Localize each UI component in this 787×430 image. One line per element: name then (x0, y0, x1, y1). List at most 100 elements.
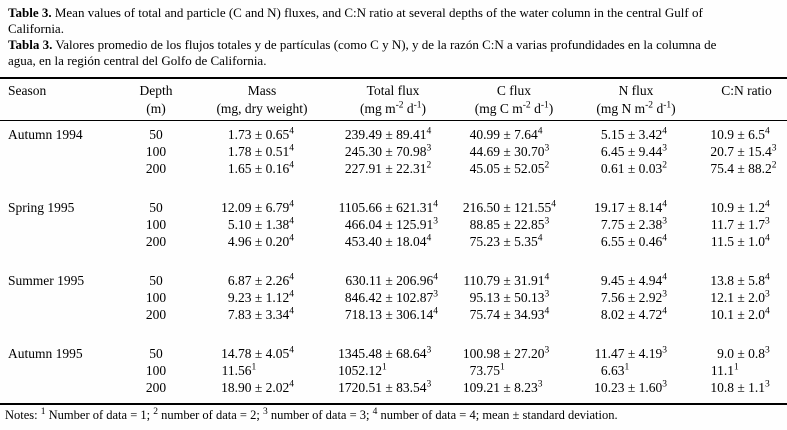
season-cell (0, 379, 120, 396)
season-cell: Autumn 1995 (8, 346, 83, 361)
depth-cell: 200 (145, 161, 167, 176)
cn-ratio-cell: 20.7 ± 15.43 (710, 143, 777, 159)
table-row: Autumn 1995 50 14.78 ± 4.054 1345.48 ± 68.6… (0, 345, 787, 362)
depth-cell: 200 (145, 380, 167, 395)
c-flux-cell: 73.75 1 (469, 362, 505, 378)
depth-cell: 100 (145, 144, 167, 159)
cn-ratio-cell: 10.9 ± 6.54 (710, 126, 770, 142)
caption-english-label: Table 3. (8, 5, 52, 20)
cn-ratio-cell: 10.8 ± 1.13 (710, 379, 770, 395)
table-row: 200 1.65 ± 0.164 227.91 ± 22.312 45.05 ± 52… (0, 160, 787, 177)
cn-ratio-cell: 10.1 ± 2.04 (710, 306, 770, 322)
c-flux-cell: 75.74 ± 34.934 (469, 306, 550, 322)
column-header-mass: Mass (mg, dry weight) (192, 78, 332, 121)
depth-cell: 200 (145, 307, 167, 322)
c-flux-cell: 110.79 ± 31.914 (463, 272, 550, 288)
table-row: Summer 1995 50 6.87 ± 2.264 630.11 ± 206.96… (0, 272, 787, 289)
column-header-depth: Depth (m) (120, 78, 192, 121)
c-flux-cell: 100.98 ± 27.203 (462, 345, 550, 361)
n-flux-cell: 11.47 ± 4.193 (594, 345, 668, 361)
n-flux-cell: 6.63 1 (600, 362, 630, 378)
table-row: 200 4.96 ± 0.204 453.40 ± 18.044 75.23 ± 5.… (0, 233, 787, 250)
column-header-season: Season (0, 78, 120, 121)
total-flux-cell: 1052.12 1 (338, 362, 387, 378)
cn-ratio-cell: 11.1 1 (710, 362, 739, 378)
column-header-total-flux: Total flux (mg m-2 d-1) (332, 78, 454, 121)
n-flux-cell: 7.56 ± 2.923 (600, 289, 668, 305)
depth-cell: 50 (149, 273, 163, 288)
c-flux-cell: 44.69 ± 30.703 (469, 143, 550, 159)
n-flux-cell: 6.55 ± 0.464 (600, 233, 668, 249)
caption-english-text: Mean values of total and particle (C and… (8, 5, 703, 36)
column-header-c-flux: C flux (mg C m-2 d-1) (454, 78, 574, 121)
table-body: Autumn 1994 50 1.73 ± 0.654 239.49 ± 89.414… (0, 121, 787, 405)
season-cell (0, 362, 120, 379)
season-cell: Autumn 1994 (8, 127, 83, 142)
depth-cell: 50 (149, 200, 163, 215)
c-flux-cell: 88.85 ± 22.853 (469, 216, 550, 232)
total-flux-cell: 453.40 ± 18.044 (344, 233, 432, 249)
depth-cell: 50 (149, 127, 163, 142)
cn-ratio-cell: 11.7 ± 1.73 (710, 216, 770, 232)
season-cell (0, 289, 120, 306)
depth-cell: 100 (145, 363, 167, 378)
mass-cell: 9.23 ± 1.124 (227, 289, 295, 305)
depth-cell: 50 (149, 346, 163, 361)
flux-data-table: Season Depth (m) Mass (mg, dry weight) T… (0, 77, 787, 405)
n-flux-cell: 6.45 ± 9.443 (600, 143, 668, 159)
table-row: 100 9.23 ± 1.124 846.42 ± 102.873 95.13 ± 5… (0, 289, 787, 306)
mass-cell: 1.78 ± 0.514 (227, 143, 295, 159)
table-row: 100 5.10 ± 1.384 466.04 ± 125.913 88.85 ± 2… (0, 216, 787, 233)
total-flux-cell: 630.11 ± 206.964 (345, 272, 439, 288)
caption-english: Table 3. Mean values of total and partic… (0, 0, 787, 37)
mass-cell: 4.96 ± 0.204 (227, 233, 295, 249)
cn-ratio-cell: 9.0 ± 0.83 (717, 345, 770, 361)
total-flux-cell: 239.49 ± 89.414 (344, 126, 432, 142)
caption-spanish: Tabla 3. Valores promedio de los flujos … (0, 37, 787, 69)
c-flux-cell: 95.13 ± 50.133 (469, 289, 550, 305)
n-flux-cell: 5.15 ± 3.424 (600, 126, 668, 142)
season-cell (0, 216, 120, 233)
group-spacer (0, 323, 787, 345)
table-row: 200 18.90 ± 2.024 1720.51 ± 83.543 109.21 ±… (0, 379, 787, 396)
total-flux-cell: 466.04 ± 125.913 (344, 216, 439, 232)
cn-ratio-cell: 10.9 ± 1.24 (710, 199, 770, 215)
cn-ratio-cell: 11.5 ± 1.04 (710, 233, 770, 249)
mass-cell: 18.90 ± 2.024 (221, 379, 295, 395)
mass-cell: 1.65 ± 0.164 (227, 160, 295, 176)
column-header-cn-ratio: C:N ratio (698, 78, 787, 121)
mass-cell: 6.87 ± 2.264 (227, 272, 295, 288)
n-flux-cell: 9.45 ± 4.944 (600, 272, 668, 288)
group-spacer (0, 177, 787, 199)
column-header-n-flux: N flux (mg N m-2 d-1) (574, 78, 698, 121)
season-cell (0, 143, 120, 160)
mass-cell: 11.56 1 (221, 362, 257, 378)
mass-cell: 1.73 ± 0.654 (227, 126, 295, 142)
c-flux-cell: 75.23 ± 5.354 (469, 233, 543, 249)
c-flux-cell: 109.21 ± 8.233 (462, 379, 543, 395)
n-flux-cell: 7.75 ± 2.383 (600, 216, 668, 232)
table-row: Spring 1995 50 12.09 ± 6.794 1105.66 ± 621.… (0, 199, 787, 216)
total-flux-cell: 1345.48 ± 68.643 (338, 345, 432, 361)
mass-cell: 12.09 ± 6.794 (221, 199, 295, 215)
total-flux-cell: 1105.66 ± 621.314 (338, 199, 439, 215)
depth-cell: 100 (145, 217, 167, 232)
table-row: 100 1.78 ± 0.514 245.30 ± 70.983 44.69 ± 30… (0, 143, 787, 160)
c-flux-cell: 45.05 ± 52.052 (469, 160, 550, 176)
c-flux-cell: 40.99 ± 7.644 (469, 126, 543, 142)
n-flux-cell: 10.23 ± 1.603 (594, 379, 668, 395)
table-row: 100 11.56 1 1052.12 1 73.75 1 6.63 1 11.1 1 (0, 362, 787, 379)
mass-cell: 5.10 ± 1.384 (227, 216, 295, 232)
season-cell: Summer 1995 (8, 273, 85, 288)
depth-cell: 200 (145, 234, 167, 249)
season-cell (0, 306, 120, 323)
total-flux-cell: 1720.51 ± 83.543 (338, 379, 432, 395)
n-flux-cell: 8.02 ± 4.724 (600, 306, 668, 322)
c-flux-cell: 216.50 ± 121.554 (462, 199, 557, 215)
total-flux-cell: 245.30 ± 70.983 (344, 143, 432, 159)
table-header: Season Depth (m) Mass (mg, dry weight) T… (0, 78, 787, 121)
n-flux-cell: 19.17 ± 8.144 (594, 199, 668, 215)
cn-ratio-cell: 12.1 ± 2.03 (710, 289, 770, 305)
total-flux-cell: 846.42 ± 102.873 (344, 289, 439, 305)
group-spacer (0, 250, 787, 272)
